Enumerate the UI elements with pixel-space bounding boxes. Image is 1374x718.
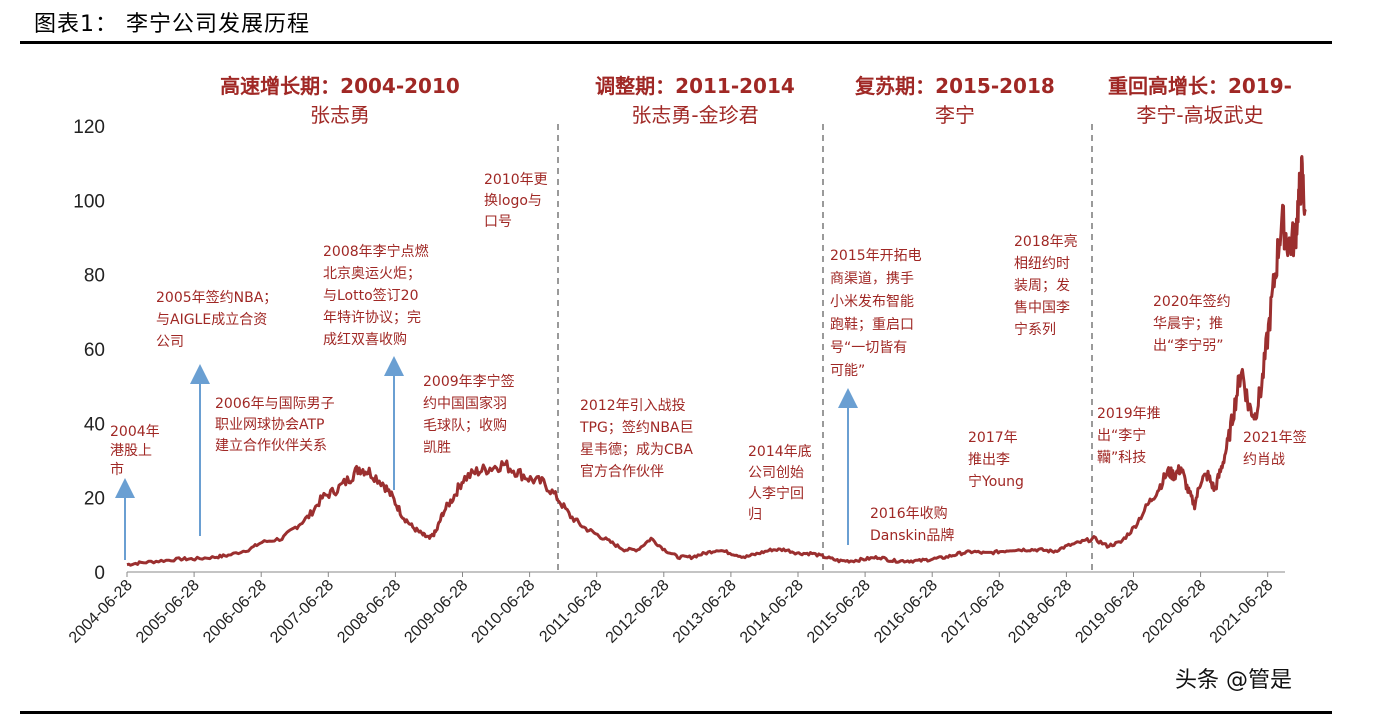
x-tick-label: 2008-06-28	[334, 577, 404, 647]
annotation-2010: 2010年更 换logo与 口号	[484, 172, 552, 230]
x-tick-label: 2020-06-28	[1140, 577, 1210, 647]
annotation-2018: 2018年亮 相纽约时 装周；发 售中国李 宁系列	[1014, 233, 1082, 338]
x-tick-label: 2021-06-28	[1207, 577, 1277, 647]
phase-person: 李宁	[935, 103, 975, 127]
watermark: 头条 @管是	[1175, 668, 1292, 693]
y-tick-label: 100	[73, 191, 105, 212]
x-tick-label: 2014-06-28	[737, 577, 807, 647]
y-tick-label: 0	[94, 563, 105, 584]
annotation-2020: 2020年签约 华晨宇；推 出“李宁弜”	[1153, 293, 1235, 354]
phase-person: 张志勇	[310, 103, 370, 127]
series-line	[126, 155, 1307, 567]
x-tick-label: 2016-06-28	[871, 577, 941, 647]
phase-title: 复苏期：2015-2018	[854, 74, 1055, 98]
annotation-2017: 2017年 推出李 宁Young	[968, 430, 1024, 490]
annotation-2021: 2021年签 约肖战	[1243, 429, 1311, 468]
annotation-2006: 2006年与国际男子 职业网球协会ATP 建立合作伙伴关系	[215, 396, 339, 454]
phase-title: 高速增长期：2004-2010	[220, 74, 460, 98]
x-tick-label: 2017-06-28	[938, 577, 1008, 647]
x-tick-label: 2005-06-28	[133, 577, 203, 647]
annotation-2012: 2012年引入战投 TPG；签约NBA巨 星韦德；成为CBA 官方合作伙伴	[579, 398, 698, 480]
x-tick-label: 2010-06-28	[469, 577, 539, 647]
x-tick-label: 2015-06-28	[804, 577, 874, 647]
x-tick-label: 2004-06-28	[66, 577, 136, 647]
y-tick-label: 40	[84, 414, 105, 435]
y-tick-label: 120	[73, 117, 105, 138]
phase-title: 重回高增长：2019-	[1108, 74, 1292, 98]
y-tick-label: 20	[84, 489, 105, 510]
annotation-2008: 2008年李宁点燃 北京奥运火炬； 与Lotto签订20 年特许协议；完 成红双…	[323, 243, 433, 348]
y-tick-label: 80	[84, 266, 105, 287]
x-tick-label: 2012-06-28	[603, 577, 673, 647]
annotation-2009: 2009年李宁签 约中国国家羽 毛球队；收购 凯胜	[423, 373, 519, 456]
annotation-2004: 2004年 港股上 市	[110, 424, 164, 478]
annotation-2015: 2015年开拓电 商渠道，携手 小米发布智能 跑鞋；重启口 号“一切皆有 可能”	[830, 248, 926, 379]
x-tick-label: 2009-06-28	[401, 577, 471, 647]
x-tick-label: 2018-06-28	[1005, 577, 1075, 647]
x-tick-label: 2007-06-28	[267, 577, 337, 647]
bottom-rule	[20, 711, 1332, 714]
phase-person: 李宁-高坂武史	[1136, 103, 1263, 127]
phase-person: 张志勇-金珍君	[631, 103, 758, 127]
annotation-2019: 2019年推 出“李宁 韊”科技	[1097, 406, 1165, 466]
phase-title: 调整期：2011-2014	[595, 74, 795, 98]
x-tick-label: 2019-06-28	[1072, 577, 1142, 647]
top-rule	[20, 41, 1332, 44]
annotation-2016: 2016年收购 Danskin品牌	[870, 506, 954, 544]
x-tick-label: 2011-06-28	[536, 577, 605, 646]
y-tick-label: 60	[84, 340, 105, 361]
x-tick-label: 2013-06-28	[670, 577, 740, 647]
figure-title: 图表1： 李宁公司发展历程	[34, 12, 310, 37]
x-tick-label: 2006-06-28	[200, 577, 270, 647]
annotation-2005: 2005年签约NBA； 与AIGLE成立合资 公司	[156, 289, 282, 350]
annotation-2014: 2014年底 公司创始 人李宁回 归	[748, 444, 816, 523]
